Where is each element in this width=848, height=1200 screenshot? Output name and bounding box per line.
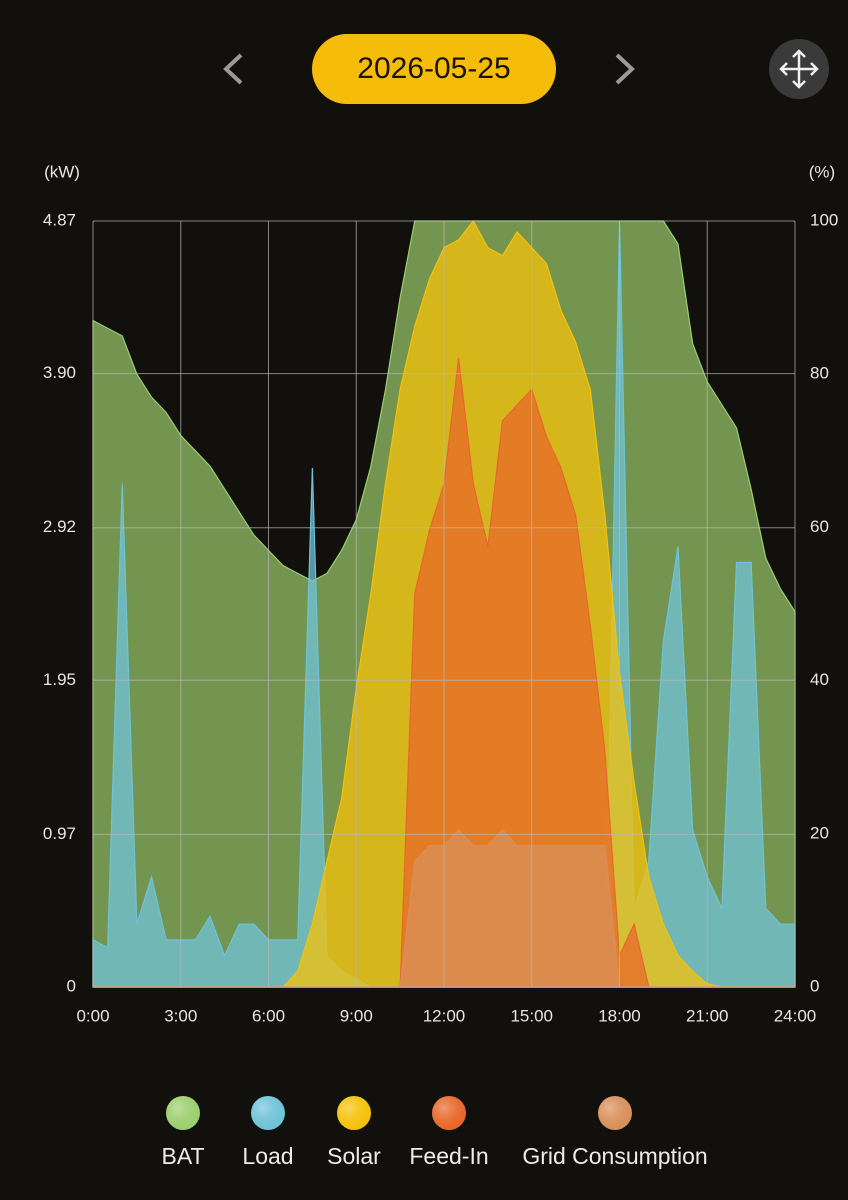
y-tick-label: 0 (67, 976, 76, 995)
x-tick-label: 0:00 (76, 1006, 109, 1025)
y2-tick-label: 80 (810, 364, 829, 383)
y2-tick-label: 20 (810, 823, 829, 842)
y2-tick-label: 0 (810, 976, 819, 995)
x-tick-label: 21:00 (686, 1006, 729, 1025)
date-pill[interactable] (312, 34, 556, 104)
y-tick-label: 4.87 (43, 210, 76, 229)
x-tick-label: 3:00 (164, 1006, 197, 1025)
fullscreen-icon[interactable] (779, 49, 819, 89)
legend: BAT Load Solar Feed-In Grid Consumption (161, 1096, 708, 1169)
plot-area: 0 0.97 1.95 2.92 3.90 4.87 0 20 40 60 80 100 0:00 3:0… (43, 210, 838, 1025)
legend-label: BAT (161, 1143, 204, 1169)
legend-swatch-shine (251, 1096, 285, 1130)
legend-label: Load (242, 1143, 293, 1169)
legend-swatch-shine (432, 1096, 466, 1130)
x-tick-label: 6:00 (252, 1006, 285, 1025)
prev-arrow[interactable] (223, 53, 243, 85)
y2-tick-label: 100 (810, 210, 838, 229)
y2-tick-label: 40 (810, 670, 829, 689)
legend-label: Solar (327, 1143, 381, 1169)
legend-label: Grid Consumption (522, 1143, 707, 1169)
y2-tick-label: 60 (810, 517, 829, 536)
x-tick-label: 15:00 (510, 1006, 553, 1025)
legend-label: Feed-In (409, 1143, 488, 1169)
y-tick-label: 1.95 (43, 670, 76, 689)
next-arrow[interactable] (615, 53, 635, 85)
legend-swatch-shine (598, 1096, 632, 1130)
y-tick-label: 3.90 (43, 363, 76, 382)
x-tick-label: 9:00 (340, 1006, 373, 1025)
date-label[interactable]: 2026-05-25 (357, 52, 510, 85)
y2-axis-unit: (%) (809, 162, 835, 181)
legend-swatch-shine (337, 1096, 371, 1130)
fullscreen-button[interactable] (769, 39, 829, 99)
y-tick-label: 0.97 (43, 824, 76, 843)
legend-swatch-shine (166, 1096, 200, 1130)
prev-button[interactable] (223, 53, 243, 85)
x-tick-label: 24:00 (774, 1006, 817, 1025)
y-tick-label: 2.92 (43, 517, 76, 536)
y-axis-unit: (kW) (44, 162, 80, 181)
x-tick-label: 18:00 (598, 1006, 641, 1025)
x-tick-label: 12:00 (423, 1006, 466, 1025)
